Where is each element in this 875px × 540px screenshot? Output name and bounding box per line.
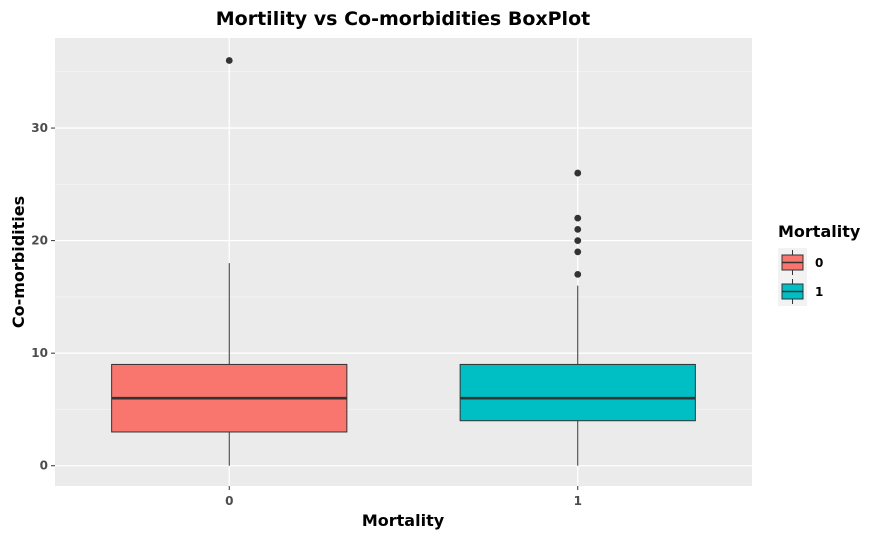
box: [459, 363, 696, 422]
y-axis: 0 10 20 30: [31, 121, 55, 473]
x-tick-label: 0: [225, 494, 233, 508]
legend-item-0: 0: [778, 248, 823, 277]
y-axis-title: Co-morbidities: [9, 196, 28, 328]
y-tick-label: 10: [31, 346, 48, 360]
outlier-point: [574, 237, 582, 245]
legend-label: 0: [815, 256, 823, 270]
x-axis-title: Mortality: [362, 511, 445, 530]
outlier-point: [574, 248, 582, 256]
outlier-point: [574, 270, 582, 278]
box-group-0: [111, 57, 348, 466]
legend-label: 1: [815, 285, 823, 299]
outlier-point: [574, 169, 582, 177]
y-tick-label: 30: [31, 121, 48, 135]
outlier-point: [225, 57, 233, 64]
x-tick-label: 1: [574, 494, 582, 508]
chart-title: Mortility vs Co-morbidities BoxPlot: [216, 8, 590, 30]
y-tick-label: 20: [31, 234, 48, 248]
outlier-point: [574, 225, 582, 233]
outlier-point: [574, 214, 582, 222]
box-group-1: [459, 169, 696, 466]
y-tick-label: 0: [40, 459, 48, 473]
boxes-layer: [111, 57, 696, 466]
legend-title: Mortality: [778, 222, 861, 241]
legend-item-1: 1: [778, 277, 823, 306]
legend: Mortality 0 1: [778, 222, 861, 306]
